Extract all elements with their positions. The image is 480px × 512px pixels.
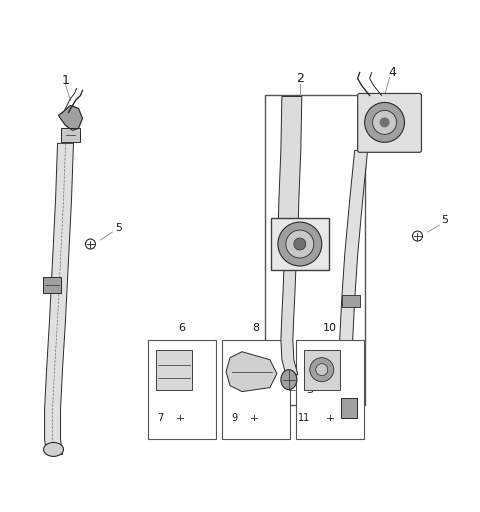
- Circle shape: [286, 230, 314, 258]
- Text: 4: 4: [389, 66, 396, 79]
- Text: 9: 9: [231, 413, 237, 422]
- Circle shape: [372, 111, 396, 134]
- Polygon shape: [59, 105, 83, 131]
- Polygon shape: [278, 96, 302, 270]
- Circle shape: [316, 364, 328, 376]
- Circle shape: [278, 222, 322, 266]
- Bar: [271, 218, 329, 270]
- Text: 7: 7: [157, 413, 163, 422]
- Polygon shape: [226, 352, 277, 392]
- Text: 11: 11: [298, 413, 310, 422]
- Circle shape: [365, 102, 405, 142]
- Ellipse shape: [44, 442, 63, 456]
- Bar: [342, 295, 360, 307]
- Bar: [43, 277, 60, 293]
- Text: 3: 3: [306, 385, 313, 395]
- Text: 5: 5: [115, 223, 122, 233]
- Bar: [341, 398, 357, 417]
- Text: 10: 10: [323, 323, 337, 333]
- Bar: [296, 340, 364, 439]
- Polygon shape: [340, 151, 368, 410]
- Bar: [265, 95, 365, 404]
- Bar: [60, 129, 81, 142]
- Text: 5: 5: [441, 215, 448, 225]
- Text: 2: 2: [296, 72, 304, 85]
- FancyBboxPatch shape: [358, 94, 421, 152]
- Circle shape: [294, 238, 306, 250]
- Bar: [304, 350, 340, 390]
- Bar: [148, 340, 216, 439]
- Ellipse shape: [281, 370, 297, 390]
- Bar: [222, 340, 290, 439]
- Bar: [156, 350, 192, 390]
- Polygon shape: [281, 270, 298, 375]
- Circle shape: [310, 358, 334, 381]
- Polygon shape: [45, 143, 73, 455]
- Text: 6: 6: [179, 323, 186, 333]
- Circle shape: [380, 117, 390, 127]
- Text: 1: 1: [61, 74, 70, 87]
- Text: 8: 8: [252, 323, 260, 333]
